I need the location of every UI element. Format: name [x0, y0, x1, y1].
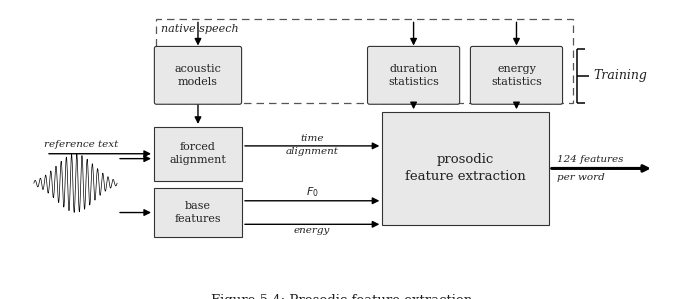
Text: 124 features: 124 features — [557, 155, 623, 164]
Bar — [156, 19, 573, 103]
Text: native speech: native speech — [161, 25, 238, 34]
Text: reference text: reference text — [44, 140, 118, 149]
Text: energy: energy — [294, 226, 330, 235]
FancyBboxPatch shape — [154, 46, 241, 104]
Text: time: time — [301, 134, 324, 143]
FancyBboxPatch shape — [367, 46, 460, 104]
Text: $F_0$: $F_0$ — [305, 185, 319, 199]
Text: base
features: base features — [175, 201, 222, 224]
Text: Figure 5.4: Prosodic feature extraction.: Figure 5.4: Prosodic feature extraction. — [211, 294, 477, 299]
Text: per word: per word — [557, 173, 605, 182]
FancyBboxPatch shape — [383, 112, 549, 225]
Text: Training: Training — [593, 69, 647, 82]
Text: duration
statistics: duration statistics — [388, 64, 439, 87]
Text: forced
alignment: forced alignment — [169, 142, 226, 165]
Text: alignment: alignment — [286, 147, 338, 156]
Text: prosodic
feature extraction: prosodic feature extraction — [405, 153, 526, 183]
FancyBboxPatch shape — [471, 46, 563, 104]
Text: energy
statistics: energy statistics — [491, 64, 542, 87]
FancyBboxPatch shape — [154, 188, 242, 237]
Text: acoustic
models: acoustic models — [175, 64, 222, 87]
FancyBboxPatch shape — [154, 127, 242, 181]
